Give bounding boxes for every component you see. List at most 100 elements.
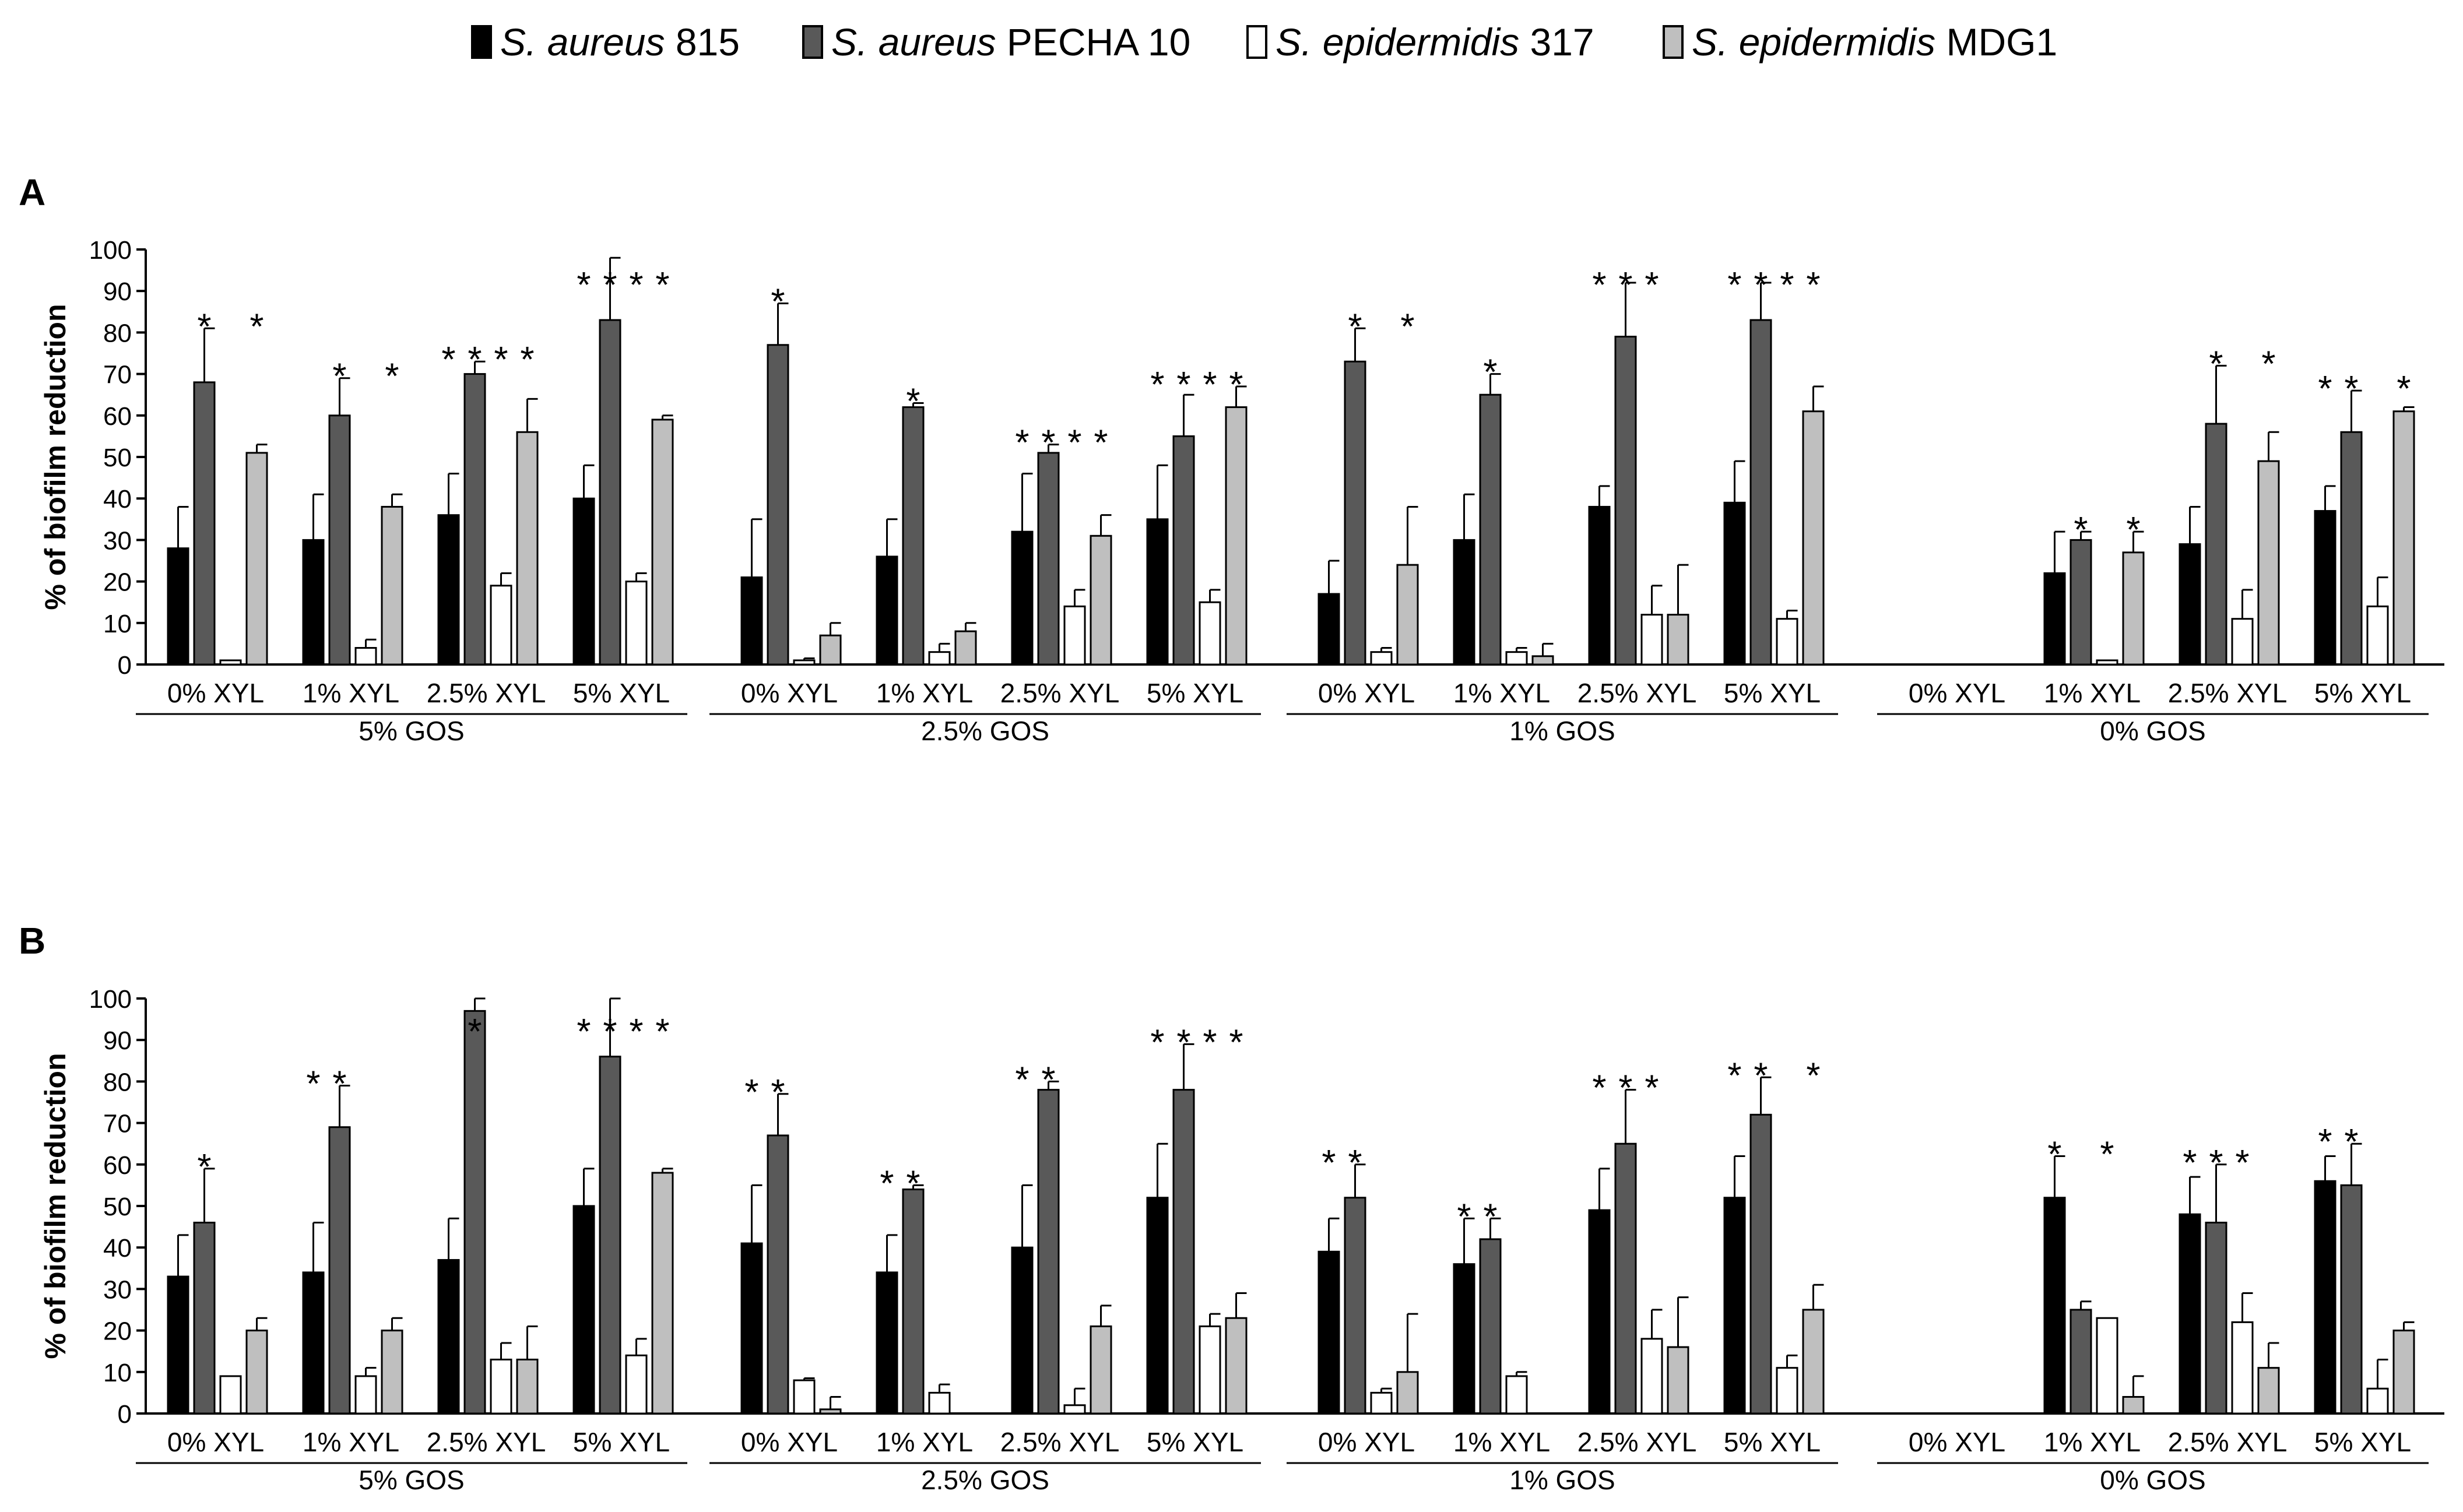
significance-star: *	[1483, 1197, 1497, 1237]
bar	[740, 576, 763, 666]
bar	[1749, 1113, 1772, 1415]
bar	[1802, 1309, 1825, 1415]
x-tick-label: 5% XYL	[573, 1427, 670, 1457]
bar	[767, 344, 789, 666]
panel-b: B % of biofilm reduction 0 10 20 30 40 50 60 70 80…	[19, 920, 2444, 1495]
panel-label: B	[19, 920, 45, 962]
legend-swatch	[1663, 25, 1684, 59]
y-tick-label: 80	[103, 1068, 132, 1096]
bar	[2096, 1317, 2118, 1415]
group-label: 5% GOS	[359, 716, 465, 746]
bar	[1453, 539, 1475, 666]
bar	[490, 1358, 512, 1415]
significance-star: *	[906, 1163, 920, 1204]
bar	[2257, 1367, 2280, 1415]
significance-star: *	[1727, 1056, 1741, 1096]
legend-strain: MDG1	[1935, 20, 2057, 64]
significance-star: *	[2344, 369, 2358, 409]
significance-star: *	[906, 381, 920, 421]
significance-star: *	[1203, 1022, 1217, 1063]
x-tick-label: 5% XYL	[573, 678, 670, 708]
y-tick-label: 90	[103, 277, 132, 306]
bar	[1723, 501, 1746, 666]
significance-star: *	[1592, 265, 1606, 305]
bar	[1317, 1250, 1340, 1415]
bar	[354, 1375, 377, 1415]
x-tick-label: 5% XYL	[2314, 1427, 2411, 1457]
group-label: 2.5% GOS	[921, 716, 1049, 746]
x-tick-label: 2.5% XYL	[1577, 678, 1697, 708]
x-tick-label: 1% XYL	[876, 678, 973, 708]
x-tick-label: 1% XYL	[303, 678, 399, 708]
y-tick-label: 60	[103, 402, 132, 431]
significance-star: *	[1176, 365, 1190, 405]
bar	[516, 431, 539, 666]
significance-star: *	[1176, 1022, 1190, 1063]
bar	[1370, 1391, 1393, 1415]
bar	[463, 373, 486, 666]
legend: S. aureus 815 S. aureus PECHA 10 S. epider…	[471, 20, 2057, 64]
x-tick-label: 1% XYL	[1453, 678, 1550, 708]
bar	[1776, 1367, 1798, 1415]
significance-star: *	[1015, 1060, 1029, 1100]
x-tick-label: 1% XYL	[303, 1427, 399, 1457]
bar	[651, 1172, 674, 1415]
bar	[1505, 651, 1528, 666]
bar	[1199, 1325, 1221, 1415]
bar	[2043, 1197, 2066, 1415]
bar	[2340, 1184, 2363, 1415]
bar	[1453, 1263, 1475, 1415]
bar	[516, 1358, 539, 1415]
bar	[928, 651, 951, 666]
significance-star: *	[1754, 265, 1768, 305]
bar	[381, 1330, 403, 1415]
significance-star: *	[494, 340, 508, 380]
significance-star: *	[197, 1147, 211, 1187]
significance-star: *	[332, 357, 346, 397]
bar	[1479, 1238, 1502, 1415]
y-tick-label: 10	[103, 610, 132, 638]
group-label: 1% GOS	[1509, 1465, 1615, 1495]
significance-star: *	[603, 265, 617, 305]
significance-star: *	[1067, 423, 1081, 463]
bar	[1776, 618, 1798, 666]
bar	[1370, 651, 1393, 666]
significance-star: *	[1150, 1022, 1164, 1063]
significance-star: *	[1727, 265, 1741, 305]
bar	[1146, 518, 1169, 666]
y-axis-label: % of biofilm reduction	[39, 304, 72, 610]
significance-star: *	[2318, 369, 2332, 409]
x-tick-label: 0% XYL	[1909, 1427, 2005, 1457]
significance-star: *	[1457, 1197, 1471, 1237]
y-tick-label: 70	[103, 1110, 132, 1138]
significance-star: *	[771, 282, 785, 322]
bar	[1588, 1209, 1611, 1415]
bar	[793, 659, 816, 666]
y-tick-label: 30	[103, 526, 132, 555]
significance-star: *	[603, 1012, 617, 1052]
bar	[245, 1330, 268, 1415]
legend-label: S. aureus 815	[500, 20, 740, 64]
legend-label: S. epidermidis 317	[1276, 20, 1594, 64]
y-tick-label: 70	[103, 361, 132, 389]
x-tick-label: 0% XYL	[167, 1427, 264, 1457]
bar	[2122, 1396, 2145, 1415]
y-tick-label: 50	[103, 444, 132, 472]
y-tick-label: 0	[118, 651, 132, 680]
x-tick-label: 2.5% XYL	[2168, 678, 2288, 708]
bar	[902, 406, 925, 666]
bar	[1225, 1317, 1248, 1415]
x-tick-label: 0% XYL	[1318, 1427, 1415, 1457]
significance-star: *	[468, 1012, 482, 1052]
significance-star: *	[1094, 423, 1108, 463]
bar	[490, 585, 512, 666]
bar	[2179, 543, 2201, 666]
bar	[651, 419, 674, 666]
significance-star: *	[577, 1012, 591, 1052]
bar	[219, 1375, 242, 1415]
x-tick-label: 0% XYL	[1318, 678, 1415, 708]
bar	[1090, 1325, 1112, 1415]
legend-species: S. aureus	[500, 20, 665, 64]
bar	[2205, 1221, 2227, 1415]
